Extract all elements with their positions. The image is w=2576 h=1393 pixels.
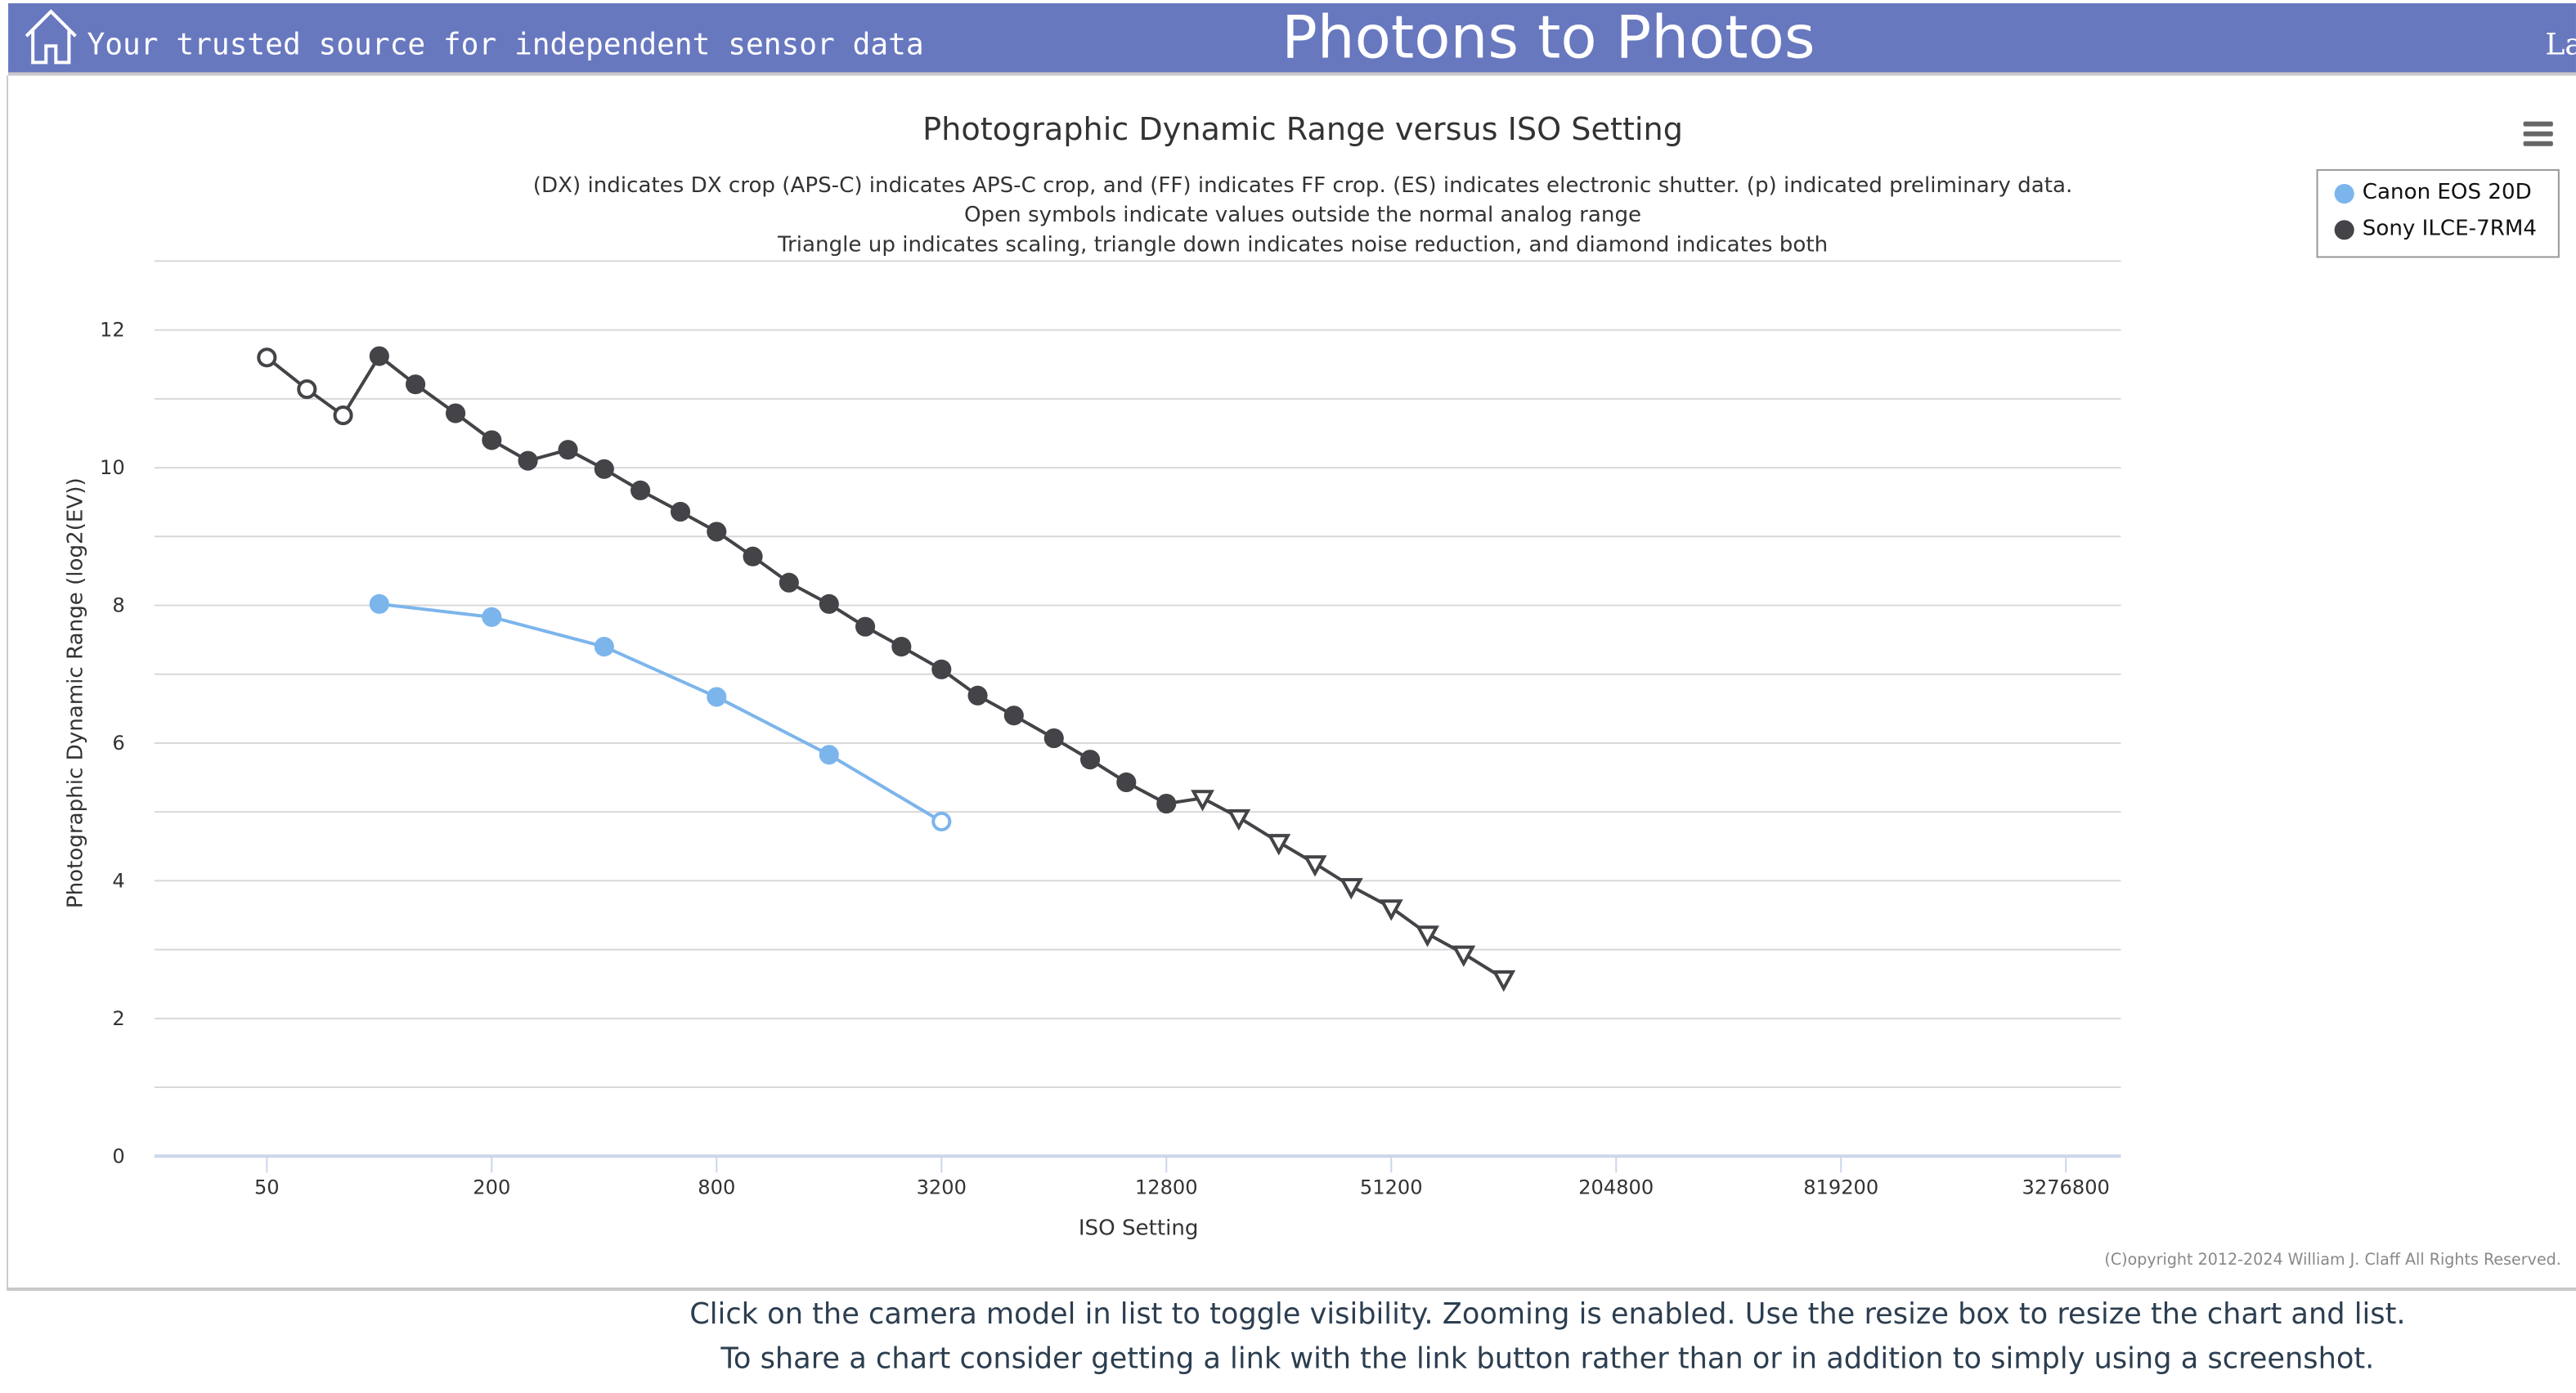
triangle-down-marker bbox=[1191, 790, 1214, 812]
site-header: Your trusted source for independent sens… bbox=[8, 3, 2576, 76]
open-circle-marker bbox=[257, 347, 277, 368]
x-tick-label: 800 bbox=[698, 1176, 735, 1198]
circle-marker bbox=[594, 459, 614, 479]
circle-marker bbox=[931, 659, 952, 679]
triangle-down-marker bbox=[1379, 899, 1403, 921]
circle-marker bbox=[707, 687, 727, 707]
circle-marker bbox=[1043, 728, 1064, 749]
x-tick-label: 12800 bbox=[1135, 1176, 1198, 1198]
circle-marker bbox=[967, 685, 988, 705]
circle-marker bbox=[819, 593, 839, 614]
site-title[interactable]: Photons to Photos bbox=[1281, 5, 1815, 73]
x-tick-label: 200 bbox=[473, 1176, 510, 1198]
footer-line-1: Click on the camera model in list to tog… bbox=[689, 1299, 2406, 1333]
open-circle-marker bbox=[297, 379, 317, 400]
circle-marker bbox=[819, 745, 839, 765]
circle-marker bbox=[369, 593, 389, 614]
x-tick-label: 204800 bbox=[1578, 1176, 1654, 1198]
circle-marker bbox=[406, 374, 426, 395]
series-line-1 bbox=[266, 353, 1505, 980]
x-tick-label: 3276800 bbox=[2022, 1176, 2110, 1198]
triangle-down-marker bbox=[1267, 834, 1291, 856]
triangle-down-marker bbox=[1416, 925, 1439, 947]
footer-instructions: Click on the camera model in list to tog… bbox=[0, 1294, 2576, 1382]
circle-marker bbox=[779, 572, 799, 593]
circle-marker-icon bbox=[2334, 182, 2354, 204]
tagline: Your trusted source for independent sens… bbox=[87, 28, 924, 63]
open-circle-marker bbox=[333, 405, 353, 426]
circle-marker bbox=[670, 501, 691, 522]
circle-marker bbox=[855, 616, 876, 637]
legend-label: Canon EOS 20D bbox=[2362, 180, 2532, 206]
series-line-0 bbox=[379, 602, 943, 823]
circle-marker bbox=[1003, 705, 1024, 726]
circle-marker bbox=[1079, 750, 1101, 770]
circle-marker bbox=[482, 607, 502, 627]
home-icon[interactable] bbox=[21, 7, 80, 65]
y-tick-label: 4 bbox=[112, 869, 124, 892]
x-tick-label: 50 bbox=[254, 1176, 280, 1198]
circle-marker bbox=[743, 546, 763, 567]
circle-marker bbox=[891, 636, 912, 657]
y-tick-label: 10 bbox=[100, 456, 125, 479]
y-tick-label: 0 bbox=[112, 1144, 124, 1167]
chart[interactable]: Photographic Dynamic Range versus ISO Se… bbox=[8, 75, 2576, 1288]
open-circle-marker bbox=[931, 811, 952, 832]
y-tick-label: 2 bbox=[112, 1007, 124, 1030]
y-axis-label: Photographic Dynamic Range (log2(EV)) bbox=[63, 477, 88, 908]
chart-container[interactable]: Photographic Dynamic Range versus ISO Se… bbox=[7, 75, 2576, 1291]
triangle-down-marker bbox=[1492, 970, 1516, 992]
y-tick-label: 12 bbox=[100, 319, 125, 342]
chart-subtitle-1: (DX) indicates DX crop (APS-C) indicates… bbox=[533, 173, 2073, 198]
triangle-down-marker bbox=[1227, 808, 1251, 831]
circle-marker bbox=[518, 450, 538, 471]
chart-title: Photographic Dynamic Range versus ISO Se… bbox=[922, 111, 1683, 147]
x-tick-label: 3200 bbox=[917, 1176, 967, 1198]
x-axis-label: ISO Setting bbox=[1079, 1216, 1199, 1241]
circle-marker bbox=[558, 440, 578, 460]
x-tick-label: 51200 bbox=[1360, 1176, 1423, 1198]
triangle-down-marker bbox=[1452, 945, 1476, 967]
chart-subtitle-2: Open symbols indicate values outside the… bbox=[964, 203, 1641, 227]
footer-line-2: To share a chart consider getting a link… bbox=[720, 1343, 2375, 1377]
circle-marker bbox=[445, 403, 466, 423]
legend-item-sony[interactable]: Sony ILCE-7RM4 bbox=[2334, 217, 2537, 242]
triangle-down-marker bbox=[1303, 855, 1327, 877]
legend: Canon EOS 20D Sony ILCE-7RM4 bbox=[2316, 168, 2560, 258]
circle-marker bbox=[1116, 772, 1137, 793]
circle-marker bbox=[1156, 794, 1177, 814]
triangle-down-marker bbox=[1339, 878, 1363, 900]
y-tick-label: 8 bbox=[112, 594, 124, 617]
circle-marker bbox=[707, 522, 727, 542]
circle-marker bbox=[369, 346, 389, 366]
language-menu[interactable]: La bbox=[2545, 28, 2576, 63]
legend-label: Sony ILCE-7RM4 bbox=[2362, 217, 2537, 242]
x-tick-label: 819200 bbox=[1803, 1176, 1878, 1198]
legend-item-canon[interactable]: Canon EOS 20D bbox=[2334, 180, 2532, 206]
copyright: (C)opyright 2012-2024 William J. Claff A… bbox=[2104, 1251, 2561, 1270]
y-tick-label: 6 bbox=[112, 732, 124, 755]
chart-subtitle-3: Triangle up indicates scaling, triangle … bbox=[777, 232, 1828, 257]
circle-marker bbox=[631, 480, 651, 500]
circle-marker bbox=[482, 430, 502, 450]
circle-marker-icon bbox=[2334, 219, 2354, 240]
circle-marker bbox=[594, 636, 614, 657]
chart-menu-button[interactable] bbox=[2523, 121, 2553, 151]
